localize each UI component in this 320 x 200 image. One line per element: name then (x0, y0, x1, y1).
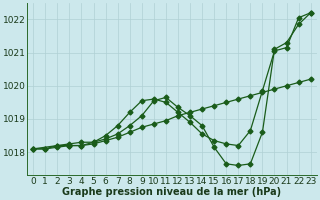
X-axis label: Graphe pression niveau de la mer (hPa): Graphe pression niveau de la mer (hPa) (62, 187, 282, 197)
